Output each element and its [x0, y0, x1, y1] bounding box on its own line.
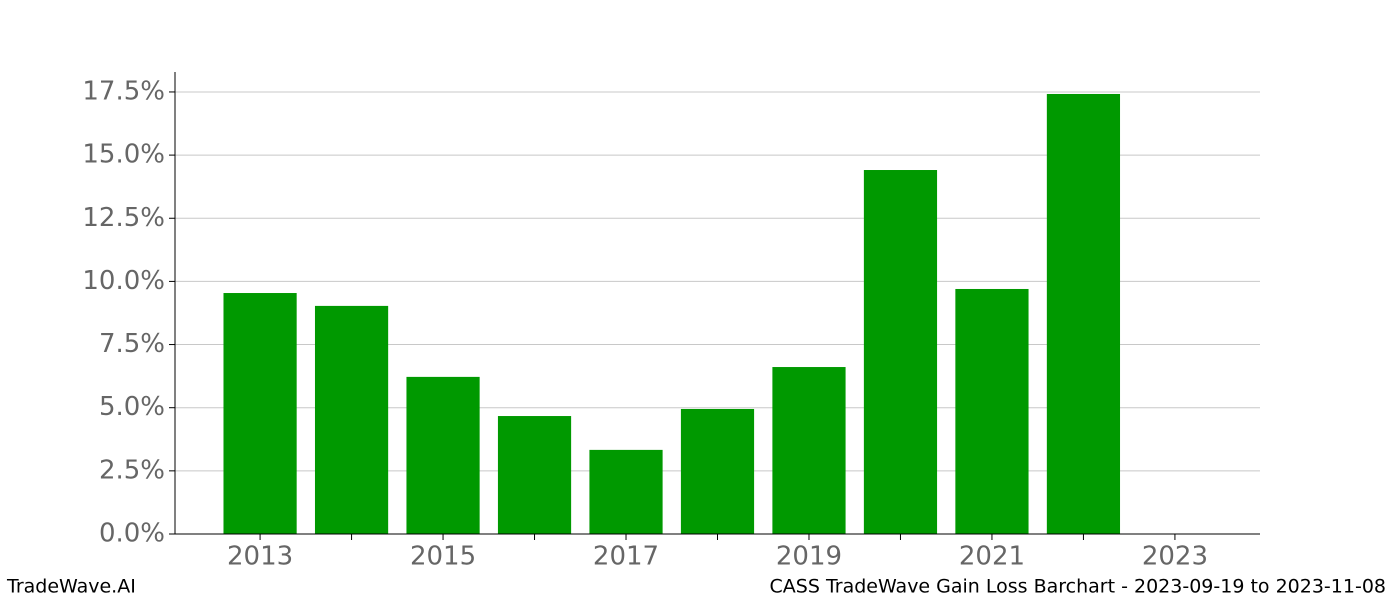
- bar: [772, 367, 846, 534]
- x-tick-label: 2017: [593, 542, 659, 572]
- bar: [680, 408, 755, 534]
- y-tick-label: 5.0%: [99, 392, 165, 422]
- footer-left: TradeWave.AI: [6, 576, 136, 598]
- y-tick-label: 15.0%: [82, 140, 165, 170]
- x-tick-label: 2013: [227, 542, 293, 572]
- y-tick-label: 7.5%: [99, 329, 165, 359]
- x-tick-label: 2015: [410, 542, 476, 572]
- bar: [1046, 93, 1121, 534]
- footer-right: CASS TradeWave Gain Loss Barchart - 2023…: [770, 576, 1386, 598]
- bar: [314, 305, 389, 534]
- y-tick-label: 17.5%: [82, 76, 165, 106]
- bar: [863, 170, 938, 534]
- bar: [955, 288, 1029, 534]
- bar: [223, 293, 297, 534]
- x-tick-label: 2021: [959, 542, 1025, 572]
- bar: [406, 376, 480, 534]
- bar: [589, 449, 663, 534]
- y-tick-label: 10.0%: [82, 266, 165, 296]
- y-tick-label: 2.5%: [99, 455, 165, 485]
- x-tick-label: 2023: [1142, 542, 1208, 572]
- y-tick-label: 12.5%: [82, 203, 165, 233]
- bar: [497, 416, 572, 534]
- x-tick-label: 2019: [776, 542, 842, 572]
- y-tick-label: 0.0%: [99, 519, 165, 549]
